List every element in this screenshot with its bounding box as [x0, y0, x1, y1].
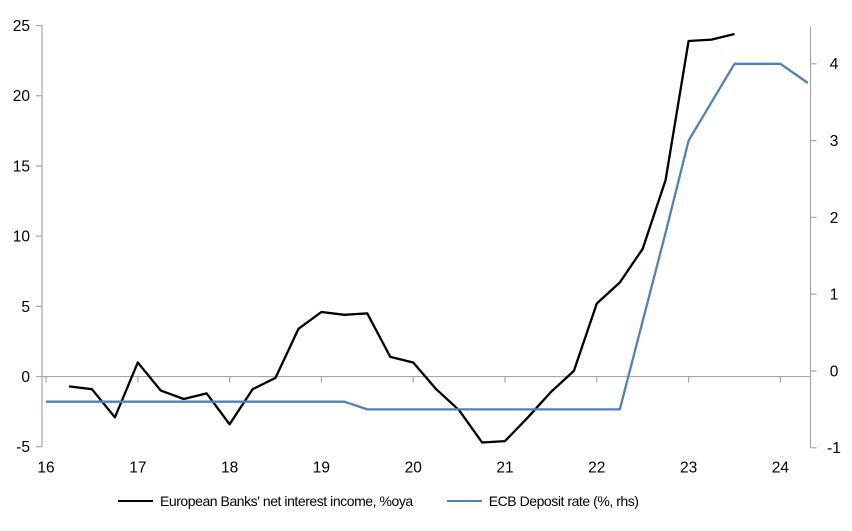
x-tick-label: 17	[129, 459, 146, 476]
x-tick-label: 18	[221, 459, 238, 476]
x-tick-label: 20	[405, 459, 423, 476]
y-left-tick-label: 15	[13, 158, 30, 175]
y-right-tick-label: 4	[830, 56, 839, 73]
y-right-tick-label: -1	[827, 440, 841, 457]
x-tick-label: 19	[313, 459, 330, 476]
y-right-tick-label: 2	[830, 210, 839, 227]
y-left-tick-label: -5	[16, 439, 30, 456]
legend-line-swatch-nii	[118, 499, 153, 503]
legend-label-nii: European Banks' net interest income, %oy…	[160, 493, 413, 509]
y-right-tick-label: 1	[830, 287, 839, 304]
x-tick-label: 22	[588, 459, 605, 476]
y-right-tick-label: 3	[830, 133, 839, 150]
axes	[36, 24, 817, 449]
x-tick-label: 23	[680, 459, 697, 476]
x-tick-label: 21	[496, 459, 513, 476]
x-tick-label: 16	[37, 459, 54, 476]
y-left-tick-label: 10	[13, 229, 31, 246]
y-left-tick-label: 25	[13, 18, 30, 35]
series-nii-line	[68, 32, 735, 444]
y-left-tick-label: 20	[13, 88, 31, 105]
y-left-tick-label: 0	[21, 369, 30, 386]
legend-label-ecb: ECB Deposit rate (%, rhs)	[488, 493, 639, 509]
series-ecb-line	[46, 62, 809, 411]
x-tick-label: 24	[772, 459, 790, 476]
legend-item-nii: European Banks' net interest income, %oy…	[118, 492, 413, 510]
legend-line-swatch-ecb	[446, 499, 482, 503]
legend: European Banks' net interest income, %oy…	[118, 492, 639, 510]
y-left-tick-label: 5	[21, 299, 30, 316]
y-right-tick-label: 0	[830, 363, 839, 380]
legend-item-ecb: ECB Deposit rate (%, rhs)	[446, 492, 639, 510]
